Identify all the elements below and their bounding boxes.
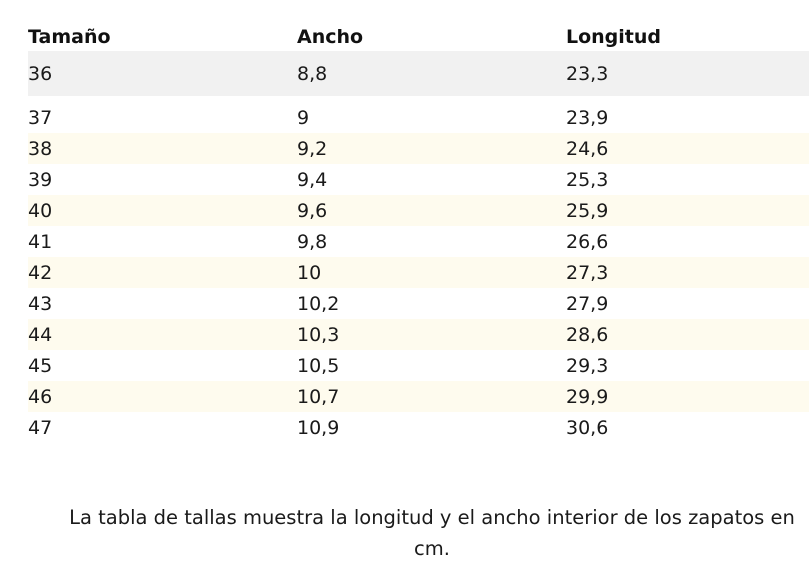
cell-length: 24,6 [566, 133, 809, 164]
table-row: 37 9 23,9 [28, 102, 809, 133]
cell-size: 45 [28, 354, 53, 377]
cell-width: 8,8 [297, 51, 566, 96]
cell-width: 9,2 [297, 133, 566, 164]
cell-length: 29,3 [566, 354, 609, 377]
cell-size: 46 [28, 381, 297, 412]
table-header-row: Tamaño Ancho Longitud [28, 22, 809, 51]
cell-size: 41 [28, 230, 53, 253]
cell-length: 26,6 [566, 230, 609, 253]
cell-length: 28,6 [566, 319, 809, 350]
cell-size: 47 [28, 416, 53, 439]
cell-width: 9,4 [297, 168, 328, 191]
cell-length: 30,6 [566, 416, 609, 439]
cell-length: 25,9 [566, 195, 809, 226]
cell-width: 10,5 [297, 354, 340, 377]
table-row: 41 9,8 26,6 [28, 226, 809, 257]
table-caption: La tabla de tallas muestra la longitud y… [69, 505, 795, 560]
header-width: Ancho [297, 25, 364, 48]
cell-width: 10,7 [297, 381, 566, 412]
cell-size: 39 [28, 168, 53, 191]
cell-width: 10,2 [297, 292, 340, 315]
cell-width: 10,9 [297, 416, 340, 439]
cell-length: 25,3 [566, 168, 609, 191]
cell-size: 43 [28, 292, 53, 315]
table-row: 45 10,5 29,3 [28, 350, 809, 381]
cell-width: 9,8 [297, 230, 328, 253]
cell-length: 29,9 [566, 381, 809, 412]
cell-width: 10 [297, 257, 566, 288]
table-row: 39 9,4 25,3 [28, 164, 809, 195]
table-row: 40 9,6 25,9 [28, 195, 809, 226]
table-row: 43 10,2 27,9 [28, 288, 809, 319]
table-row: 47 10,9 30,6 [28, 412, 809, 443]
cell-size: 36 [28, 51, 297, 96]
cell-size: 40 [28, 195, 297, 226]
cell-size: 38 [28, 133, 297, 164]
cell-size: 37 [28, 106, 53, 129]
cell-width: 10,3 [297, 319, 566, 350]
header-length: Longitud [566, 25, 662, 48]
header-size: Tamaño [28, 25, 111, 48]
table-row: 42 10 27,3 [28, 257, 809, 288]
cell-size: 44 [28, 319, 297, 350]
cell-length: 23,3 [566, 51, 809, 96]
cell-width: 9 [297, 106, 310, 129]
table-row: 36 8,8 23,3 [28, 51, 809, 96]
cell-size: 42 [28, 257, 297, 288]
cell-length: 23,9 [566, 106, 609, 129]
cell-width: 9,6 [297, 195, 566, 226]
table-row: 46 10,7 29,9 [28, 381, 809, 412]
row-spacer [28, 96, 809, 102]
table-row: 38 9,2 24,6 [28, 133, 809, 164]
cell-length: 27,3 [566, 257, 809, 288]
cell-length: 27,9 [566, 292, 609, 315]
size-chart-table: Tamaño Ancho Longitud 36 8,8 23,3 37 9 2… [28, 22, 809, 443]
table-row: 44 10,3 28,6 [28, 319, 809, 350]
